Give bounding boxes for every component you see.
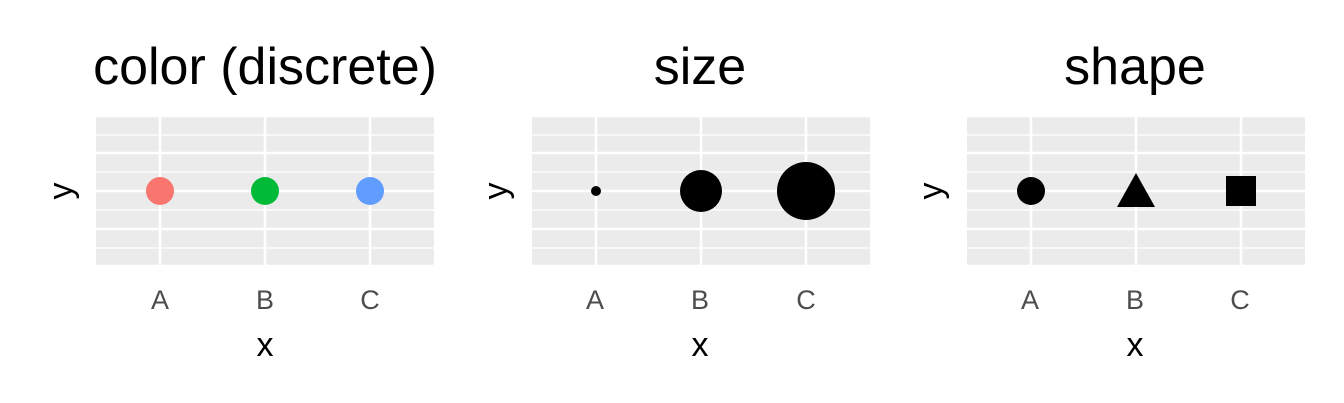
data-points bbox=[591, 162, 835, 220]
point-b bbox=[680, 170, 722, 212]
chart-title: color (discrete) bbox=[93, 38, 437, 96]
x-tick-label-c: C bbox=[796, 285, 816, 315]
chart-title: shape bbox=[1064, 38, 1206, 96]
x-axis-title: x bbox=[692, 326, 709, 364]
chart-shape: shape A B C x y bbox=[912, 38, 1305, 364]
point-c bbox=[1226, 176, 1256, 206]
point-b bbox=[1117, 173, 1155, 207]
x-tick-label-b: B bbox=[691, 285, 709, 315]
data-points bbox=[146, 177, 384, 205]
data-points bbox=[1017, 173, 1256, 207]
chart-size: size A B C x y bbox=[477, 38, 870, 364]
x-tick-label-c: C bbox=[360, 285, 380, 315]
chart-color-discrete: color (discrete) A B C x y bbox=[42, 38, 437, 364]
point-a bbox=[1017, 177, 1045, 205]
point-a bbox=[591, 186, 601, 196]
x-axis-title: x bbox=[1127, 326, 1144, 364]
y-axis-title: y bbox=[912, 183, 950, 200]
x-tick-label-a: A bbox=[151, 285, 169, 315]
x-tick-label-c: C bbox=[1230, 285, 1250, 315]
point-c bbox=[356, 177, 384, 205]
point-b bbox=[251, 177, 279, 205]
point-c bbox=[777, 162, 835, 220]
chart-title: size bbox=[654, 38, 746, 96]
x-tick-label-b: B bbox=[1126, 285, 1144, 315]
x-tick-label-b: B bbox=[256, 285, 274, 315]
x-axis-title: x bbox=[257, 326, 274, 364]
x-tick-label-a: A bbox=[1021, 285, 1039, 315]
y-axis-title: y bbox=[477, 183, 515, 200]
point-a bbox=[146, 177, 174, 205]
x-tick-label-a: A bbox=[586, 285, 604, 315]
y-axis-title: y bbox=[42, 183, 80, 200]
